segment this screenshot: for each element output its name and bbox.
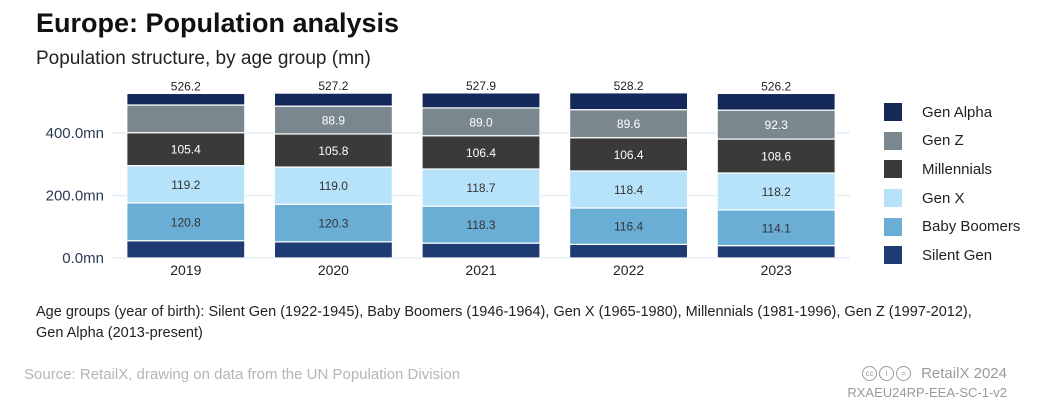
- bar-silent-gen-2021: [421, 242, 541, 259]
- stacked-bar-chart: 0.0mn 200.0mn 400.0mn 120.8 119.2 105.4 526.2 2…: [46, 79, 850, 278]
- bar-gen-z-2023: [716, 109, 836, 140]
- bar-baby-boomers-2022: [568, 207, 689, 245]
- age-group-note: Age groups (year of birth): Silent Gen (…: [36, 304, 972, 341]
- data-label-gen-x-2023: 118.2: [762, 185, 791, 199]
- bar-gen-alpha-2020: [273, 92, 393, 107]
- y-tick-label-2: 400.0mn: [46, 125, 104, 142]
- bar-silent-gen-2019: [126, 240, 246, 259]
- data-label-gen-z-2021: 89.0: [469, 115, 493, 129]
- total-label-2022: 528.2: [614, 79, 644, 93]
- bar-gen-x-2022: [568, 170, 689, 209]
- data-label-gen-x-2020: 119.0: [319, 179, 348, 193]
- legend-item-gen-z: Gen Z: [884, 127, 1020, 156]
- legend-label-millennials: Millennials: [922, 160, 993, 178]
- bar-gen-alpha-2022: [568, 92, 689, 111]
- bar-gen-x-2019: [126, 165, 246, 204]
- legend-item-silent-gen: Silent Gen: [884, 241, 1020, 270]
- legend-swatch-gen-x: [884, 189, 902, 208]
- total-label-2019: 526.2: [171, 79, 201, 93]
- data-label-millennials-2020: 105.8: [318, 144, 348, 158]
- cc-by-nd-icon: cc i =: [862, 366, 913, 381]
- bar-gen-z-2020: [273, 105, 393, 135]
- legend-item-millennials: Millennials: [884, 155, 1020, 184]
- total-label-2020: 527.2: [318, 79, 348, 93]
- legend-item-gen-alpha: Gen Alpha: [884, 98, 1020, 127]
- legend-item-gen-x: Gen X: [884, 184, 1020, 213]
- x-tick-label-2019: 2019: [170, 262, 201, 278]
- legend-label-baby-boomers: Baby Boomers: [922, 218, 1021, 236]
- x-tick-label-2023: 2023: [761, 262, 792, 278]
- bar-millennials-2020: [273, 133, 393, 168]
- x-tick-label-2020: 2020: [318, 262, 349, 278]
- data-label-gen-x-2022: 118.4: [614, 183, 643, 197]
- y-tick-label-0: 0.0mn: [62, 250, 104, 267]
- bar-gen-z-2021: [421, 107, 541, 137]
- data-label-baby-boomers-2022: 116.4: [614, 220, 643, 234]
- bar-millennials-2023: [716, 138, 836, 174]
- bar-baby-boomers-2021: [421, 205, 541, 244]
- bar-gen-alpha-2021: [421, 92, 541, 109]
- data-label-gen-z-2022: 89.6: [617, 117, 641, 131]
- bar-silent-gen-2020: [273, 241, 393, 259]
- total-label-2021: 527.9: [466, 79, 496, 93]
- brand: cc i = RetailX 2024: [862, 365, 1007, 382]
- legend-swatch-gen-alpha: [884, 103, 902, 122]
- report-code: RXAEU24RP-EEA-SC-1-v2: [847, 385, 1007, 400]
- source-text: Source: RetailX, drawing on data from th…: [24, 366, 461, 383]
- bar-silent-gen-2022: [568, 243, 689, 259]
- chart-title: Europe: Population analysis: [36, 8, 400, 38]
- chart-legend: Gen Alpha Gen Z Millennials Gen X Baby Boome…: [884, 98, 1020, 270]
- data-label-gen-x-2019: 119.2: [171, 178, 200, 192]
- data-label-millennials-2023: 108.6: [761, 149, 791, 163]
- bar-gen-alpha-2023: [716, 92, 836, 111]
- legend-swatch-gen-z: [884, 131, 902, 150]
- chart-subtitle: Population structure, by age group (mn): [36, 48, 371, 69]
- legend-swatch-silent-gen: [884, 246, 902, 265]
- data-label-baby-boomers-2019: 120.8: [171, 215, 201, 229]
- data-label-gen-x-2021: 118.7: [466, 181, 495, 195]
- data-label-baby-boomers-2021: 118.3: [466, 218, 495, 232]
- legend-swatch-millennials: [884, 160, 902, 179]
- data-label-millennials-2021: 106.4: [466, 146, 496, 160]
- y-tick-label-1: 200.0mn: [46, 187, 104, 204]
- bar-baby-boomers-2023: [716, 209, 836, 247]
- data-label-millennials-2019: 105.4: [171, 143, 201, 157]
- data-label-baby-boomers-2020: 120.3: [318, 217, 348, 231]
- x-tick-label-2021: 2021: [465, 262, 496, 278]
- bar-gen-z-2019: [126, 104, 246, 134]
- bar-gen-z-2022: [568, 109, 689, 139]
- legend-label-gen-x: Gen X: [922, 189, 965, 207]
- legend-label-gen-alpha: Gen Alpha: [922, 103, 993, 121]
- bar-silent-gen-2023: [716, 245, 836, 259]
- legend-label-silent-gen: Silent Gen: [922, 246, 993, 264]
- data-label-baby-boomers-2023: 114.1: [762, 221, 791, 235]
- brand-label: RetailX 2024: [921, 365, 1007, 382]
- data-label-gen-z-2020: 88.9: [322, 114, 346, 128]
- bar-millennials-2022: [568, 137, 689, 172]
- legend-item-baby-boomers: Baby Boomers: [884, 212, 1020, 241]
- bar-gen-x-2021: [421, 168, 541, 207]
- data-label-millennials-2022: 106.4: [614, 148, 644, 162]
- legend-swatch-baby-boomers: [884, 217, 902, 236]
- bar-gen-alpha-2019: [126, 92, 246, 106]
- legend-label-gen-z: Gen Z: [922, 132, 964, 150]
- bar-gen-x-2023: [716, 172, 836, 211]
- data-label-gen-z-2023: 92.3: [765, 118, 789, 132]
- x-tick-label-2022: 2022: [613, 262, 644, 278]
- total-label-2023: 526.2: [761, 79, 791, 93]
- bar-baby-boomers-2019: [126, 202, 246, 242]
